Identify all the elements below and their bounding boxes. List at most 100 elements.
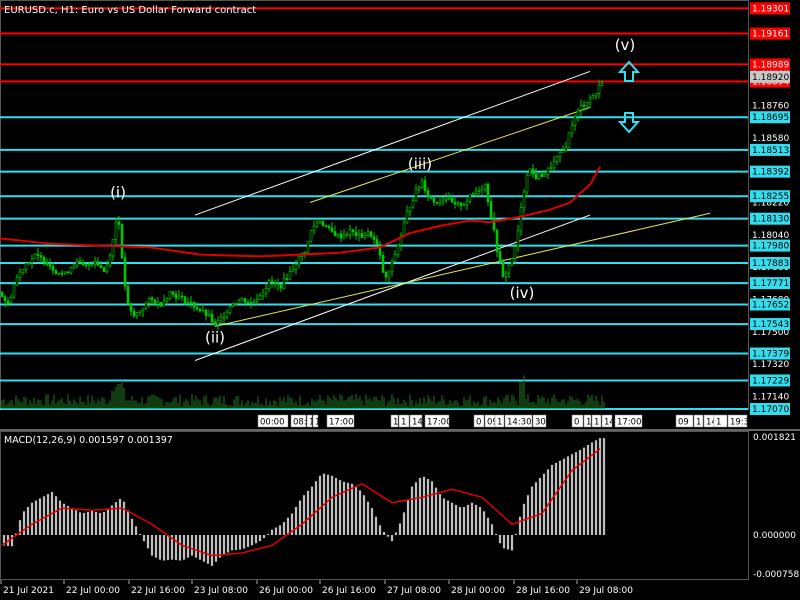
candle [142, 308, 144, 317]
svg-text:1.19161: 1.19161 [752, 30, 789, 40]
candle [325, 225, 327, 227]
candle [139, 310, 141, 316]
macd-pane: 0.001821 0.000000 -0.000758 [2, 433, 799, 580]
wave-label-iii[interactable]: (iii) [408, 155, 432, 173]
support-price-tag-12: 1.17070 [750, 403, 790, 415]
current-price-tag: 1.18920 [750, 71, 790, 83]
candle [55, 269, 57, 275]
date-tick-1: 22 Jul 00:00 [66, 586, 120, 596]
candle [406, 205, 408, 224]
candle [589, 95, 591, 108]
candle [172, 291, 174, 297]
candle [367, 228, 369, 237]
candle [370, 231, 372, 239]
candle [124, 252, 126, 291]
candle [19, 268, 21, 281]
macd-label: MACD(12,26,9) 0.001597 0.001397 [4, 435, 173, 446]
candle [169, 291, 171, 300]
channel-line-3[interactable] [215, 213, 710, 326]
svg-text:1: 1 [315, 418, 320, 428]
date-tick-0: 21 Jul 2021 [3, 586, 54, 596]
time-box-4: 17:00 [327, 415, 354, 428]
candle [466, 198, 468, 210]
candle [382, 252, 384, 274]
candle [271, 276, 273, 288]
candle [511, 258, 513, 266]
down-arrow-icon[interactable] [620, 113, 638, 132]
candle [529, 168, 531, 175]
candle [457, 201, 459, 208]
candle [103, 266, 105, 272]
candle [178, 290, 180, 300]
candle [487, 182, 489, 206]
wave-label-iv[interactable]: (iv) [510, 284, 535, 302]
candle [385, 270, 387, 281]
time-box-8: 17:00 [425, 415, 452, 428]
candle [517, 225, 519, 252]
svg-text:1.17980: 1.17980 [752, 242, 789, 252]
svg-text:1.17070: 1.17070 [752, 405, 789, 415]
candle [58, 273, 60, 276]
svg-text:0: 0 [574, 418, 579, 428]
time-box-5: 1 [391, 415, 398, 428]
candle [31, 255, 33, 269]
candle [547, 168, 549, 179]
macd-tick-axis_zero: 0.000000 [753, 531, 796, 541]
time-box-16: 1 [592, 415, 601, 428]
candle [262, 289, 264, 300]
candle [508, 264, 510, 278]
candle [349, 225, 351, 240]
candle [568, 132, 570, 147]
candle [238, 298, 240, 304]
time-box-6: 1 [399, 415, 409, 428]
price-tick-1: 1.18760 [752, 102, 789, 112]
candle [481, 185, 483, 196]
candle [319, 221, 321, 224]
candle [526, 172, 528, 198]
candle [229, 306, 231, 315]
svg-text:1.18513: 1.18513 [752, 146, 789, 156]
time-box-18: 17:00 [615, 415, 642, 428]
candle [538, 173, 540, 180]
main-pane-frame [1, 1, 749, 410]
candle [469, 195, 471, 204]
moving-average [0, 167, 600, 257]
channel-line-2[interactable] [310, 107, 590, 202]
signal-arrows [620, 62, 638, 132]
candle [34, 253, 36, 259]
time-box-1: 08: [291, 415, 307, 428]
candle [268, 279, 270, 293]
candle [442, 197, 444, 206]
candle [502, 259, 504, 278]
candle [154, 299, 156, 304]
candle [112, 239, 114, 261]
wave-label-v[interactable]: (v) [615, 36, 636, 54]
chart-title: EURUSD.c, H1: Euro vs US Dollar Forward … [4, 5, 256, 16]
svg-text:1.18392: 1.18392 [752, 168, 789, 178]
candle [166, 297, 168, 304]
candle [133, 307, 135, 318]
candle [484, 184, 486, 193]
channel-line-0[interactable] [195, 71, 590, 215]
candle [490, 197, 492, 221]
svg-text:1: 1 [393, 418, 398, 428]
candle [136, 312, 138, 319]
candle [175, 291, 177, 303]
wave-label-i[interactable]: (i) [110, 184, 126, 202]
candle [376, 235, 378, 245]
candle [43, 255, 45, 266]
date-tick-8: 28 Jul 16:00 [516, 586, 570, 596]
candle [283, 272, 285, 289]
candle [496, 229, 498, 257]
svg-text:17:00: 17:00 [427, 418, 452, 428]
time-box-9: 0 [474, 415, 484, 428]
candle [28, 262, 30, 265]
price-tick-2: 1.18580 [752, 134, 789, 144]
candle [64, 271, 66, 275]
support-price-tag-7: 1.17771 [750, 277, 790, 289]
support-price-tag-11: 1.17229 [750, 374, 790, 386]
wave-label-ii[interactable]: (ii) [205, 328, 225, 346]
candle [316, 218, 318, 228]
date-tick-3: 23 Jul 08:00 [194, 586, 248, 596]
